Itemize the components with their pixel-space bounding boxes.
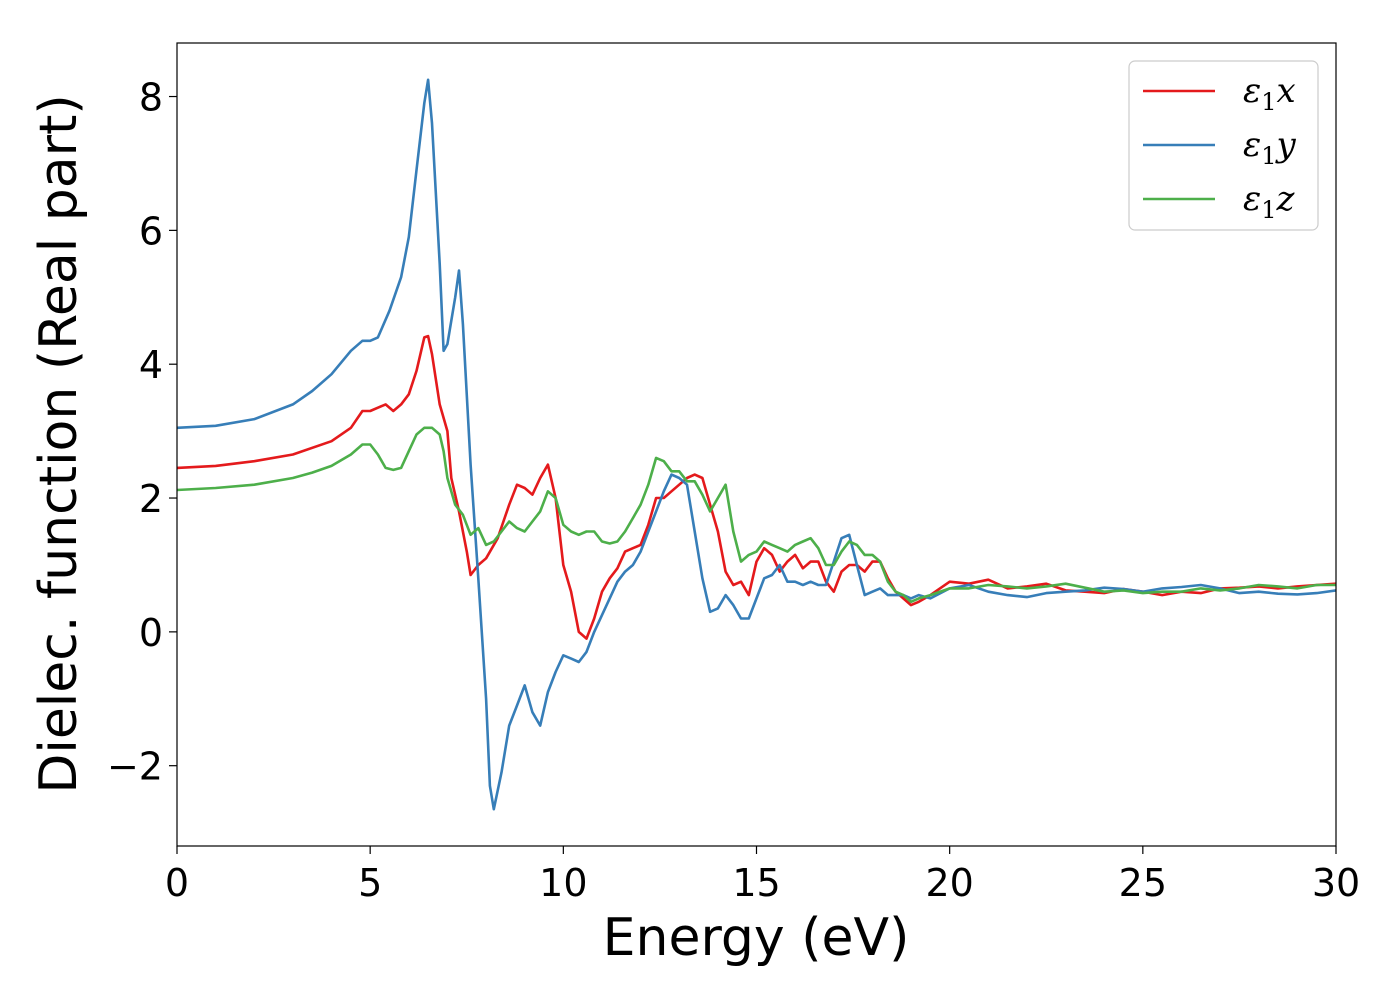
x-tick-label: 15 (732, 861, 780, 905)
y-tick-label: 4 (139, 343, 163, 387)
series-line-y (177, 78, 1336, 811)
series-layer (177, 78, 1336, 811)
y-axis-ticks: −2 0 2 4 6 8 (107, 76, 177, 789)
series-line-x (177, 334, 1336, 640)
x-tick-label: 10 (539, 861, 587, 905)
legend-label-y: ε1y (1243, 125, 1297, 170)
legend: ε1x ε1y ε1z (1128, 60, 1319, 231)
y-tick-label: 6 (139, 209, 163, 253)
x-tick-label: 25 (1119, 861, 1167, 905)
y-tick-label: 2 (139, 477, 163, 521)
legend-label-x: ε1x (1243, 71, 1296, 116)
y-tick-label: 0 (139, 611, 163, 655)
x-tick-label: 0 (165, 861, 189, 905)
x-tick-label: 5 (358, 861, 382, 905)
legend-label-z: ε1z (1243, 179, 1296, 224)
y-axis-title: Dielec. function (Real part) (29, 94, 89, 793)
legend-box (1128, 60, 1319, 231)
x-tick-label: 20 (925, 861, 973, 905)
series-line-z (177, 426, 1336, 604)
x-axis-title: Energy (eV) (603, 908, 910, 968)
x-axis-ticks: 0 5 10 15 20 25 30 (165, 846, 1360, 905)
x-tick-label: 30 (1312, 861, 1360, 905)
y-tick-label: −2 (107, 745, 163, 789)
y-tick-label: 8 (139, 76, 163, 120)
